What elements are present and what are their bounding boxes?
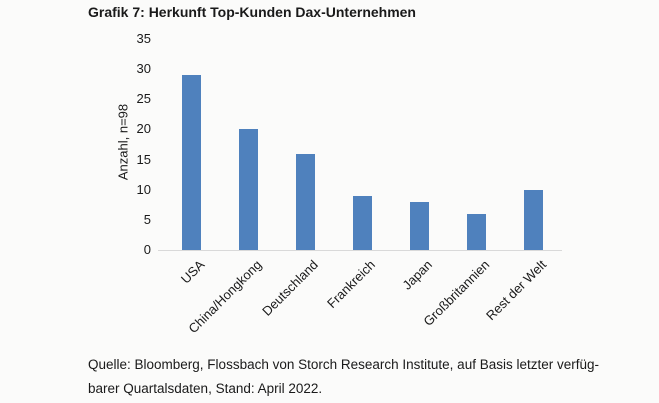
- y-axis-tick-label: 20: [136, 121, 151, 137]
- y-axis-tick-label: 10: [136, 181, 151, 197]
- y-axis-tick-label: 30: [136, 61, 151, 77]
- bar-frankreich: [353, 195, 372, 250]
- source-line-2: barer Quartalsdaten, Stand: April 2022.: [88, 381, 323, 396]
- x-axis-label-rest-der-welt: Rest der Welt: [482, 257, 550, 324]
- bar-china-hongkong: [239, 129, 258, 250]
- bar-usa: [182, 75, 201, 250]
- chart-title: Grafik 7: Herkunft Top-Kunden Dax-Untern…: [88, 4, 416, 20]
- source-note: Quelle: Bloomberg, Flossbach von Storch …: [88, 353, 599, 401]
- y-axis-tick-label: 0: [143, 242, 151, 257]
- bar-deutschland: [296, 153, 315, 250]
- y-axis-title: Anzahl, n=98: [115, 103, 131, 181]
- y-axis-tick-label: 25: [136, 91, 151, 107]
- plot-area: [163, 39, 562, 250]
- source-line-1: Quelle: Bloomberg, Flossbach von Storch …: [88, 357, 599, 372]
- y-axis-tick-label: 35: [136, 31, 151, 46]
- x-axis-label-japan: Japan: [399, 257, 436, 293]
- bar-gro-britannien: [467, 213, 486, 250]
- x-axis-label-usa: USA: [177, 257, 208, 287]
- bar-rest-der-welt: [524, 189, 543, 250]
- y-axis-tick-label: 5: [143, 211, 151, 227]
- x-axis-label-frankreich: Frankreich: [324, 257, 379, 312]
- bar-japan: [410, 201, 429, 250]
- y-axis-tick-label: 15: [136, 151, 151, 167]
- x-axis-label-deutschland: Deutschland: [259, 257, 322, 319]
- x-axis-line: [158, 250, 562, 251]
